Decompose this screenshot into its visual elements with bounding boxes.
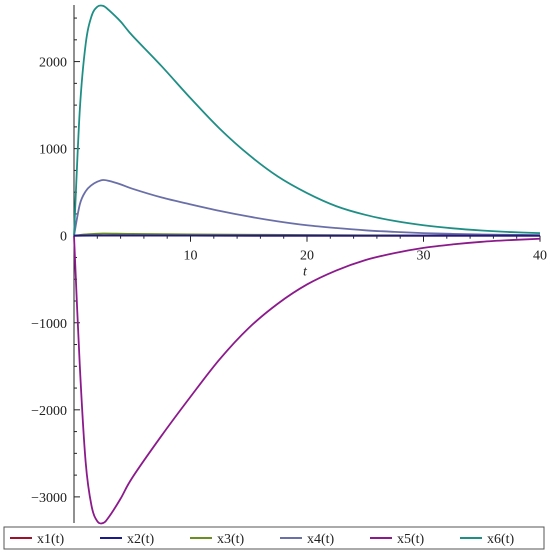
y-tick-label: 2000 bbox=[39, 56, 67, 71]
y-tick-label: 1000 bbox=[39, 143, 67, 158]
x-tick-label: 30 bbox=[417, 249, 431, 264]
y-tick-label: −3000 bbox=[31, 491, 67, 506]
series-line-x5t bbox=[73, 235, 541, 525]
y-tick-label: −1000 bbox=[31, 317, 67, 332]
legend-label: x2(t) bbox=[127, 532, 155, 547]
legend-label: x6(t) bbox=[487, 532, 515, 547]
legend-label: x5(t) bbox=[397, 532, 425, 547]
legend-label: x3(t) bbox=[217, 532, 245, 547]
legend-label: x1(t) bbox=[37, 532, 65, 547]
tick-labels: −3000 −2000 −1000 0 1000 2000 10 20 30 40 bbox=[31, 56, 547, 506]
x-axis-label: t bbox=[303, 265, 308, 280]
y-tick-label: 0 bbox=[60, 230, 67, 245]
series-lines bbox=[73, 4, 541, 525]
x-tick-label: 20 bbox=[300, 249, 314, 264]
series-line-x6t bbox=[73, 4, 541, 236]
legend-label: x4(t) bbox=[307, 532, 335, 547]
legend: x1(t) x2(t) x3(t) x4(t) x5(t) x6(t) bbox=[3, 526, 545, 550]
legend-box bbox=[3, 526, 545, 550]
axes bbox=[73, 5, 540, 523]
series-line-x4t bbox=[73, 179, 541, 236]
x-tick-label: 10 bbox=[184, 249, 198, 264]
y-tick-label: −2000 bbox=[31, 404, 67, 419]
x-tick-label: 40 bbox=[533, 249, 547, 264]
